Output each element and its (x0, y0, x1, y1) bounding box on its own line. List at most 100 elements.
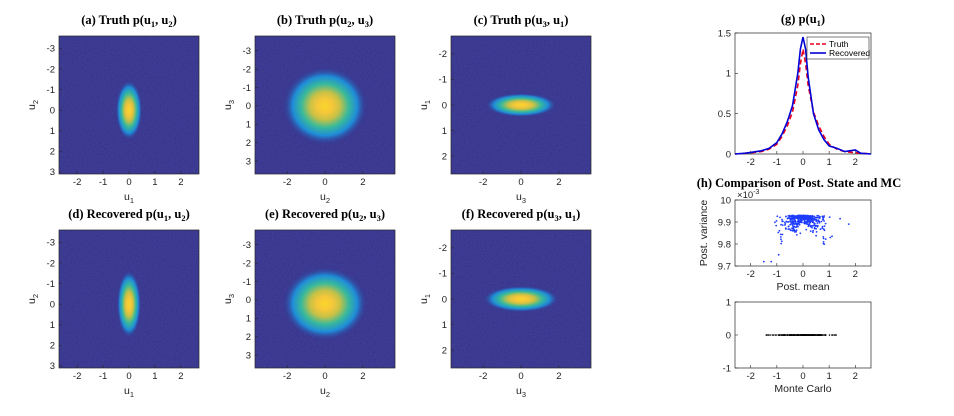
scatter-point (798, 223, 801, 226)
y-tick-label: 1 (50, 126, 55, 137)
axis-label-subscript: 3 (522, 390, 526, 399)
scatter-point (797, 218, 800, 221)
scatter-point (795, 217, 798, 220)
scatter-point (821, 227, 824, 230)
axis-label-base: u (516, 191, 522, 203)
title-subscript: 1 (572, 213, 576, 223)
scatter-point (805, 334, 807, 336)
x-axis-label: u1 (124, 385, 134, 399)
scatter-point (775, 224, 778, 227)
scatter-point (803, 334, 805, 336)
scatter-point (815, 231, 818, 233)
x-tick-label: -1 (773, 269, 781, 280)
title-text: ) (186, 207, 190, 221)
scatter-point (821, 215, 824, 218)
scatter-point (795, 230, 797, 233)
scatter-point (823, 229, 826, 232)
panel-title: (h) Comparison of Post. State and MC (697, 176, 902, 190)
scatter-point (781, 218, 783, 221)
scatter-point (815, 234, 817, 237)
scatter-point (789, 334, 791, 336)
exponent-power: -3 (753, 189, 759, 196)
scatter-point (829, 236, 832, 239)
scatter-point (779, 233, 782, 236)
scatter-point (798, 222, 800, 225)
panel-title: (f) Recovered p(u3, u1) (462, 207, 581, 223)
scatter-point (785, 220, 788, 223)
axis-label-subscript: 2 (31, 100, 40, 104)
x-tick-label: -2 (283, 371, 291, 382)
scatter-point (791, 217, 794, 220)
scatter-point (792, 334, 795, 336)
y-axis-label: u1 (418, 294, 432, 304)
scatter-point (765, 334, 768, 336)
scatter-point (771, 334, 774, 336)
scatter-point (824, 334, 827, 336)
y-tick-label: 2 (442, 151, 447, 162)
y-tick-label: 3 (246, 156, 251, 167)
x-tick-label: 0 (322, 177, 327, 188)
axis-label-subscript: 1 (423, 100, 432, 104)
legend-entry: Recovered (829, 48, 870, 58)
x-tick-label: 1 (827, 157, 832, 168)
title-subscript: 3 (365, 19, 369, 29)
scatter-point (839, 217, 841, 220)
scatter-point (809, 216, 812, 219)
x-tick-label: -1 (99, 371, 107, 382)
scatter-point (817, 215, 820, 217)
scatter-point (799, 215, 802, 217)
y-tick-label: -1 (439, 75, 447, 86)
panel-title: (e) Recovered p(u2, u3) (265, 207, 385, 223)
y-tick-label: 0 (50, 299, 55, 310)
scatter-point (799, 334, 802, 336)
scatter-point (823, 243, 826, 246)
scatter-point (796, 223, 798, 226)
x-tick-label: 2 (360, 177, 365, 188)
x-tick-label: -2 (746, 269, 754, 280)
scatter-point (809, 224, 811, 227)
scatter-point (815, 334, 817, 336)
title-text: ) (564, 13, 568, 27)
scatter-point (813, 227, 816, 230)
x-tick-label: 1 (827, 371, 832, 382)
y-tick-label: 0 (246, 295, 251, 306)
y-tick-label: 1.5 (718, 28, 731, 39)
scatter-point (780, 240, 783, 243)
scatter-point (779, 236, 782, 238)
x-tick-label: -2 (746, 157, 754, 168)
y-tick-label: 0 (442, 294, 447, 305)
title-subscript: 2 (359, 213, 363, 223)
scatter-point (816, 222, 819, 225)
title-text: (e) Recovered p(u (265, 207, 359, 221)
scatter-point (822, 237, 825, 240)
scatter-point (805, 222, 808, 225)
y-tick-label: 3 (246, 350, 251, 361)
scatter-point (784, 227, 787, 230)
scatter-point (801, 221, 803, 224)
title-subscript: 3 (554, 213, 558, 223)
scatter-point (812, 334, 815, 336)
scatter-point (788, 215, 791, 218)
x-tick-label: -1 (773, 371, 781, 382)
axis-label-base: u (320, 385, 326, 397)
scatter-point (812, 229, 814, 232)
title-subscript: 1 (817, 18, 821, 28)
scatter-point (793, 228, 796, 231)
exponent-base: 10 (743, 190, 754, 201)
y-tick-label: 0 (246, 101, 251, 112)
axis-label-base: u (222, 298, 234, 304)
scatter-point (786, 334, 788, 336)
scatter-point (824, 222, 827, 225)
y-axis-label: Post. variance (698, 200, 710, 267)
y-tick-label: -3 (47, 238, 55, 249)
legend-entry: Truth (829, 39, 849, 49)
scatter-point (816, 225, 819, 228)
scatter-point (775, 220, 778, 222)
scatter-point (811, 216, 814, 219)
scatter-point (831, 334, 833, 336)
scatter-point (816, 216, 819, 219)
y-tick-label: 0.5 (718, 109, 731, 120)
